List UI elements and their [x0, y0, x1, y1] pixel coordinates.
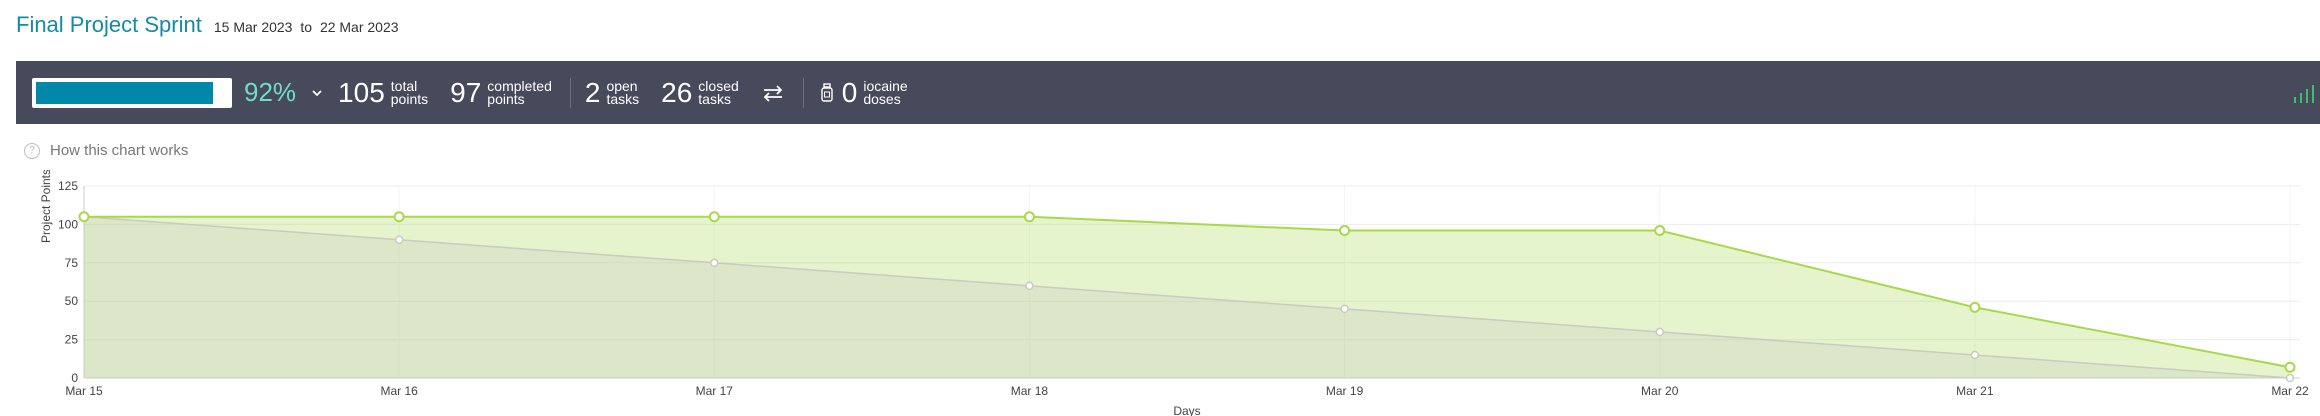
divider	[802, 77, 804, 108]
total-label-line2: points	[390, 90, 429, 107]
y-tick-label: 25	[65, 333, 79, 347]
iocaine-label-line2: doses	[863, 90, 901, 107]
x-tick-label: Mar 17	[696, 384, 734, 398]
total-points-label: total points	[390, 77, 429, 107]
y-axis-label: Project Points	[39, 170, 53, 243]
ideal-point	[710, 258, 719, 268]
real-point	[1969, 301, 1981, 313]
iocaine-doses-label: iocaine doses	[863, 77, 908, 107]
iocaine-label-line1: iocaine	[863, 77, 908, 94]
how-chart-works-label: How this chart works	[50, 142, 189, 159]
divider	[569, 77, 571, 108]
sprint-dates-separator: to	[300, 19, 313, 35]
closed-label-line2: tasks	[698, 90, 731, 107]
completed-points-label: completed points	[487, 77, 552, 107]
sprint-header: Final Project Sprint 15 Mar 2023 to 22 M…	[16, 12, 399, 38]
real-point	[1339, 225, 1351, 237]
x-tick-label: Mar 20	[1641, 384, 1679, 398]
y-tick-label: 75	[65, 256, 79, 270]
ideal-point	[2285, 373, 2295, 383]
real-point	[2284, 361, 2296, 373]
iocaine-stat: 0 iocaine doses	[841, 76, 908, 108]
chart-points	[78, 211, 2296, 383]
real-point	[78, 211, 90, 223]
x-tick-label: Mar 18	[1011, 384, 1049, 398]
sprint-end-date: 22 Mar 2023	[319, 19, 399, 35]
completed-label-line2: points	[487, 90, 525, 107]
iocaine-doses-value: 0	[841, 76, 858, 108]
ideal-point	[1655, 327, 1664, 337]
real-point	[1654, 225, 1666, 237]
ideal-line	[83, 215, 2291, 379]
x-tick-label: Mar 22	[2271, 384, 2309, 398]
ideal-point	[1970, 350, 1980, 360]
x-tick-label: Mar 19	[1326, 384, 1364, 398]
signal-bars-icon[interactable]	[2292, 83, 2314, 103]
closed-tasks-value: 26	[661, 76, 693, 108]
real-point	[1023, 211, 1035, 223]
completed-points-stat: 97 completed points	[450, 76, 552, 108]
chart-x-ticks: Mar 15 Mar 16 Mar 17 Mar 18 Mar 19 Mar 20 Mar …	[65, 384, 2309, 398]
total-points-value: 105	[338, 76, 385, 108]
ideal-point	[394, 235, 404, 245]
ideal-point	[1340, 304, 1349, 314]
y-tick-label: 125	[58, 179, 78, 193]
y-tick-label: 50	[65, 294, 79, 308]
closed-tasks-stat: 26 closed tasks	[661, 76, 739, 108]
how-chart-works-link[interactable]: ? How this chart works	[24, 142, 188, 159]
closed-tasks-label: closed tasks	[698, 77, 739, 107]
real-point	[393, 211, 405, 223]
sprint-progress-fill	[36, 81, 213, 104]
sprint-title: Final Project Sprint	[16, 12, 202, 37]
open-tasks-stat: 2 open tasks	[584, 76, 640, 108]
sprint-start-date: 15 Mar 2023	[213, 19, 293, 35]
y-tick-label: 0	[71, 371, 78, 385]
x-tick-label: Mar 15	[65, 384, 103, 398]
real-point	[708, 211, 720, 223]
x-tick-label: Mar 16	[380, 384, 418, 398]
closed-label-line1: closed	[698, 77, 739, 94]
open-tasks-label: open tasks	[606, 77, 640, 107]
iocaine-bottle-icon	[821, 82, 833, 102]
open-label-line2: tasks	[606, 90, 640, 107]
completed-label-line1: completed	[487, 77, 552, 94]
question-icon: ?	[24, 142, 40, 159]
completed-points-value: 97	[450, 76, 482, 108]
chart-y-ticks: 0 25 50 75 100 125	[58, 179, 78, 385]
progress-percent: 92%	[244, 77, 297, 107]
total-label-line1: total	[390, 77, 418, 94]
chart-lines	[83, 215, 2291, 379]
ideal-point	[1025, 281, 1034, 291]
real-line	[84, 215, 2291, 369]
sprint-dates: 15 Mar 2023 to 22 Mar 2023	[214, 19, 399, 35]
swap-arrows-icon[interactable]	[761, 83, 785, 103]
sprint-summary-bar: 92% 105 total points 97 completed points…	[16, 61, 2320, 124]
open-tasks-value: 2	[584, 76, 601, 108]
chevron-down-icon[interactable]	[310, 86, 324, 100]
x-tick-label: Mar 21	[1956, 384, 1994, 398]
y-tick-label: 100	[58, 217, 78, 231]
open-label-line1: open	[606, 77, 638, 94]
total-points-stat: 105 total points	[338, 76, 429, 108]
x-axis-label: Days	[1173, 404, 1200, 416]
sprint-progress-bar	[32, 77, 232, 108]
